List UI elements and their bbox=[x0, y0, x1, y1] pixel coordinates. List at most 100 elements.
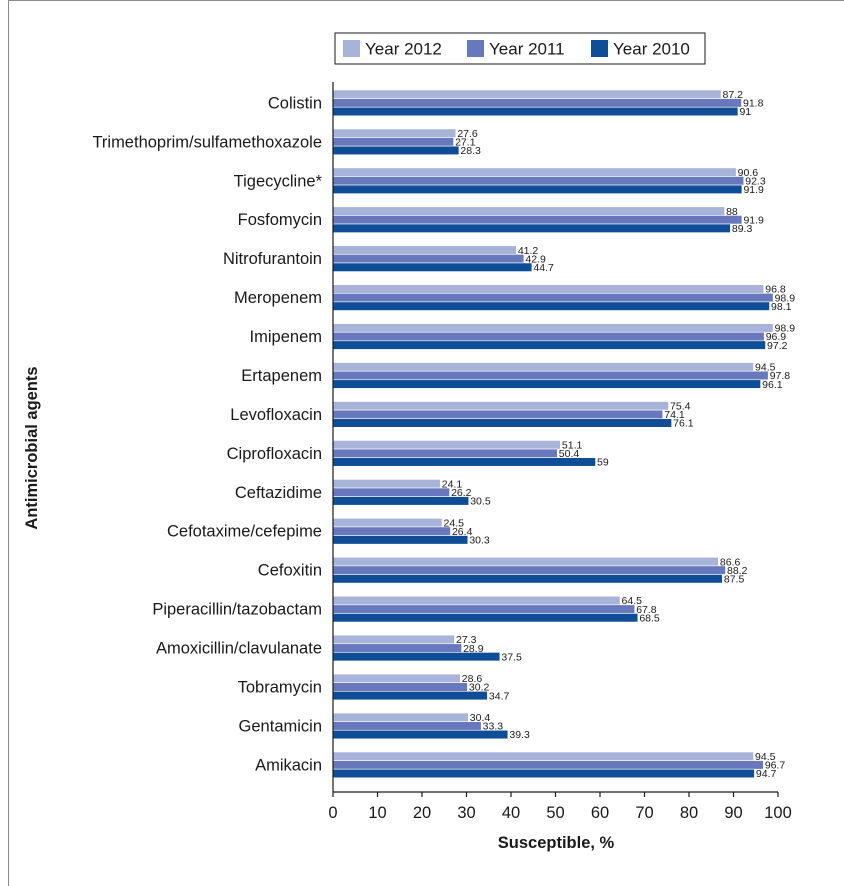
bar-year-2010-5 bbox=[332, 301, 770, 311]
bar-year-2010-17 bbox=[332, 768, 755, 779]
value-label: 67.8 bbox=[636, 604, 657, 616]
bar-year-2011-0 bbox=[332, 98, 742, 108]
chart-frame bbox=[8, 0, 844, 886]
value-label: 97.8 bbox=[770, 370, 791, 382]
bar-year-2010-16 bbox=[332, 729, 509, 740]
value-label: 96.1 bbox=[762, 379, 783, 391]
value-label: 33.3 bbox=[483, 721, 504, 733]
value-label: 59 bbox=[597, 457, 609, 469]
category-label: Ciprofloxacin bbox=[227, 445, 322, 463]
bar-year-2010-13 bbox=[332, 613, 639, 623]
value-label: 24.5 bbox=[444, 517, 465, 529]
bar-year-2010-0 bbox=[332, 106, 739, 117]
chart-bars bbox=[332, 89, 774, 779]
value-label: 64.5 bbox=[622, 595, 643, 607]
x-tick-label: 10 bbox=[368, 804, 386, 822]
value-label: 74.1 bbox=[664, 409, 685, 421]
bar-year-2011-8 bbox=[332, 409, 664, 420]
value-label: 68.5 bbox=[639, 612, 660, 624]
bar-year-2011-13 bbox=[332, 604, 636, 614]
bar-year-2011-12 bbox=[332, 565, 726, 575]
category-label: Levofloxacin bbox=[230, 406, 322, 424]
value-label: 44.7 bbox=[533, 262, 554, 274]
value-label: 97.2 bbox=[767, 340, 788, 352]
x-tick-label: 80 bbox=[680, 804, 698, 822]
bar-year-2010-1 bbox=[332, 145, 460, 156]
x-tick-label: 0 bbox=[328, 804, 337, 822]
x-tick-label: 70 bbox=[635, 804, 653, 822]
bar-year-2010-6 bbox=[332, 340, 766, 350]
bar-year-2012-1 bbox=[332, 128, 457, 138]
bar-year-2010-7 bbox=[332, 379, 761, 389]
x-tick-label: 40 bbox=[502, 804, 520, 822]
bar-year-2012-16 bbox=[332, 712, 469, 722]
value-label: 91.9 bbox=[743, 184, 764, 196]
legend-swatch bbox=[467, 40, 484, 57]
value-label: 98.1 bbox=[771, 301, 792, 313]
bar-year-2012-8 bbox=[332, 401, 669, 411]
value-label: 26.4 bbox=[452, 526, 473, 538]
value-label: 94.5 bbox=[755, 751, 776, 763]
bar-year-2011-4 bbox=[332, 254, 525, 264]
value-label: 27.6 bbox=[457, 128, 478, 140]
value-label: 89.3 bbox=[732, 223, 753, 235]
value-label: 94.5 bbox=[755, 362, 776, 374]
bar-year-2012-6 bbox=[332, 323, 774, 333]
x-tick-label: 50 bbox=[546, 804, 564, 822]
bar-year-2010-8 bbox=[332, 418, 672, 428]
bar-year-2010-12 bbox=[332, 574, 723, 584]
chart-legend: Year 2012 Year 2011 Year 2010 bbox=[334, 32, 706, 65]
value-label: 28.3 bbox=[460, 145, 481, 157]
bar-year-2011-2 bbox=[332, 176, 745, 186]
legend-label: Year 2011 bbox=[489, 40, 565, 59]
category-label: Cefotaxime/cefepime bbox=[167, 523, 322, 541]
bar-year-2012-17 bbox=[332, 751, 754, 761]
value-label: 28.9 bbox=[463, 643, 484, 655]
value-label: 87.2 bbox=[723, 89, 744, 101]
legend-box bbox=[334, 32, 706, 65]
category-label: Imipenem bbox=[250, 328, 322, 346]
category-label: Meropenem bbox=[234, 289, 322, 307]
value-label: 26.2 bbox=[451, 487, 472, 499]
bar-year-2012-11 bbox=[332, 518, 443, 528]
bar-year-2011-1 bbox=[332, 137, 454, 147]
category-label: Amikacin bbox=[255, 756, 322, 774]
category-label: Gentamicin bbox=[239, 717, 322, 735]
legend-label: Year 2010 bbox=[613, 40, 690, 59]
bar-year-2011-17 bbox=[332, 760, 764, 770]
bar-year-2012-7 bbox=[332, 362, 754, 372]
bar-year-2012-10 bbox=[332, 479, 441, 489]
x-axis: 0 10 20 30 40 50 60 70 80 90 100 bbox=[328, 82, 792, 822]
value-label: 30.3 bbox=[469, 535, 490, 547]
value-label: 90.6 bbox=[738, 167, 759, 179]
value-label: 34.7 bbox=[489, 690, 510, 702]
category-label: Colistin bbox=[268, 94, 322, 112]
value-label: 51.1 bbox=[562, 439, 583, 451]
bar-year-2011-15 bbox=[332, 682, 468, 692]
bar-year-2010-4 bbox=[332, 262, 533, 272]
value-label: 30.2 bbox=[469, 682, 490, 694]
value-label: 39.3 bbox=[509, 729, 530, 741]
bar-year-2011-9 bbox=[332, 448, 558, 458]
x-tick-label: 60 bbox=[591, 804, 609, 822]
x-axis-label: Susceptible, % bbox=[498, 834, 615, 852]
x-tick-label: 100 bbox=[764, 804, 792, 822]
category-label: Nitrofurantoin bbox=[223, 250, 322, 268]
legend-swatch bbox=[591, 40, 608, 57]
bar-year-2011-10 bbox=[332, 487, 450, 497]
category-label: Amoxicillin/clavulanate bbox=[156, 640, 322, 658]
value-label: 30.4 bbox=[470, 712, 491, 724]
value-label: 98.9 bbox=[775, 292, 796, 304]
bar-year-2012-3 bbox=[332, 206, 725, 216]
category-label: Ertapenem bbox=[241, 367, 322, 385]
category-label: Piperacillin/tazobactam bbox=[152, 601, 322, 619]
value-label: 87.5 bbox=[724, 573, 745, 585]
bar-year-2012-13 bbox=[332, 595, 621, 606]
x-tick-label: 20 bbox=[413, 804, 431, 822]
bar-year-2011-3 bbox=[332, 215, 743, 225]
bar-year-2010-9 bbox=[332, 457, 596, 467]
value-label: 88.2 bbox=[727, 565, 748, 577]
bar-year-2011-11 bbox=[332, 526, 451, 536]
category-label: Tobramycin bbox=[238, 679, 322, 697]
value-label: 76.1 bbox=[673, 418, 694, 430]
